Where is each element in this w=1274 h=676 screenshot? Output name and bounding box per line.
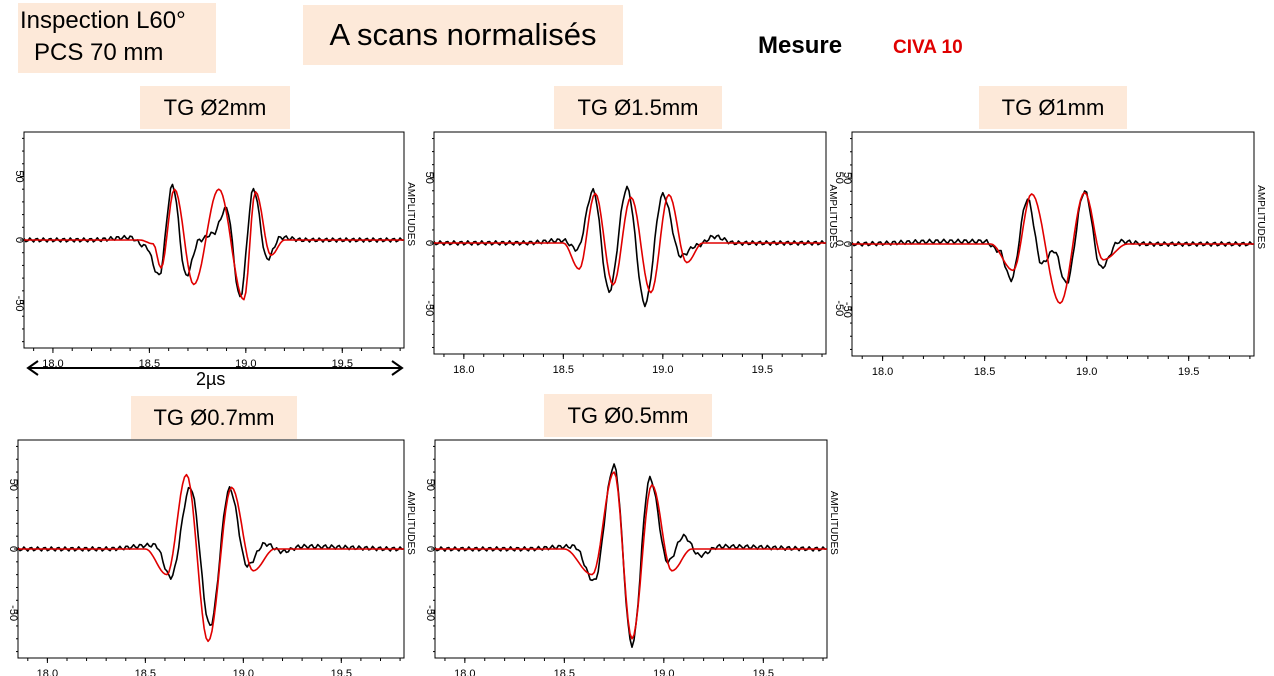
y-tick-label-right: -50 [833, 300, 845, 316]
ascan-chart-3: 18.0 18.5 19.0 19.5 50 0 -50 AMPLITUDES [7, 439, 416, 676]
chart-title-0: TG Ø2mm [140, 86, 290, 129]
x-tick-label: 19.5 [331, 668, 352, 676]
inspection-info-box: Inspection L60° PCS 70 mm [18, 3, 216, 73]
x-tick-label: 18.0 [37, 668, 58, 676]
time-span-arrow [26, 360, 404, 376]
y-tick-label: 0 [7, 546, 19, 552]
y-tick-label: 50 [841, 172, 853, 184]
x-tick-label: 18.0 [454, 668, 475, 676]
y-axis-label: AMPLITUDES [1255, 185, 1266, 249]
x-tick-label: 19.5 [752, 364, 773, 376]
chart-title-1: TG Ø1.5mm [554, 86, 722, 129]
y-tick-label: 0 [841, 241, 853, 247]
x-tick-label: 18.5 [135, 668, 156, 676]
y-tick-label: 50 [424, 479, 436, 491]
x-tick-label: 18.5 [553, 364, 574, 376]
chart-title-4: TG Ø0.5mm [544, 394, 712, 437]
y-tick-label: 50 [13, 170, 25, 182]
series-civa-line [24, 188, 404, 301]
series-civa-line [852, 191, 1254, 305]
x-tick-label: 18.0 [453, 364, 474, 376]
series-mesure-line [433, 185, 827, 308]
y-tick-label: 50 [423, 172, 435, 184]
time-span-label: 2µs [196, 369, 226, 389]
chart-title-2: TG Ø1mm [979, 86, 1127, 129]
chart-title-3: TG Ø0.7mm [131, 396, 297, 439]
y-tick-label: -50 [7, 605, 19, 621]
series-mesure-line [851, 190, 1255, 284]
y-axis-label: AMPLITUDES [827, 184, 838, 248]
y-tick-label: -50 [841, 302, 853, 318]
ascan-chart-2: 18.0 18.5 19.0 19.5 50 0 -50 AMPLITUDES [841, 131, 1266, 378]
series-civa-line [18, 473, 404, 643]
legend-civa: CIVA 10 [893, 37, 963, 58]
y-tick-label-right: 50 [833, 172, 845, 184]
series-mesure-line [17, 485, 405, 626]
y-tick-label: 0 [423, 240, 435, 246]
y-axis-label: AMPLITUDES [405, 182, 416, 246]
y-axis-label: AMPLITUDES [405, 491, 416, 555]
x-tick-label: 18.5 [554, 668, 575, 676]
x-tick-label: 18.0 [872, 366, 893, 378]
series-civa-line [435, 471, 827, 640]
x-tick-label: 19.5 [753, 668, 774, 676]
y-axis-label: AMPLITUDES [828, 491, 839, 555]
y-tick-label: -50 [424, 605, 436, 621]
series-civa-line [434, 192, 826, 294]
x-tick-label: 19.0 [1076, 366, 1097, 378]
pcs-text: PCS 70 mm [34, 39, 164, 66]
legend-mesure: Mesure [758, 32, 843, 59]
series-mesure-line [434, 463, 828, 648]
series-mesure-line [23, 183, 405, 298]
x-tick-label: 19.0 [652, 364, 673, 376]
y-tick-label-right: 0 [833, 240, 845, 246]
y-tick-label: 0 [424, 546, 436, 552]
inspection-angle-text: Inspection L60° [20, 7, 186, 34]
x-tick-label: 19.5 [1178, 366, 1199, 378]
y-tick-label: -50 [423, 300, 435, 316]
ascan-chart-4: 18.0 18.5 19.0 19.5 50 0 -50 AMPLITUDES [424, 439, 839, 676]
y-tick-label: 0 [13, 237, 25, 243]
y-tick-label: 50 [7, 479, 19, 491]
x-tick-label: 19.0 [653, 668, 674, 676]
ascan-chart-1: 18.0 18.5 19.0 19.5 50 50 0 0 -50 -50 AMPLITUDES [423, 131, 845, 376]
y-tick-label: -50 [13, 296, 25, 312]
x-tick-label: 19.0 [233, 668, 254, 676]
x-tick-label: 18.5 [974, 366, 995, 378]
page-title: A scans normalisés [303, 5, 623, 65]
